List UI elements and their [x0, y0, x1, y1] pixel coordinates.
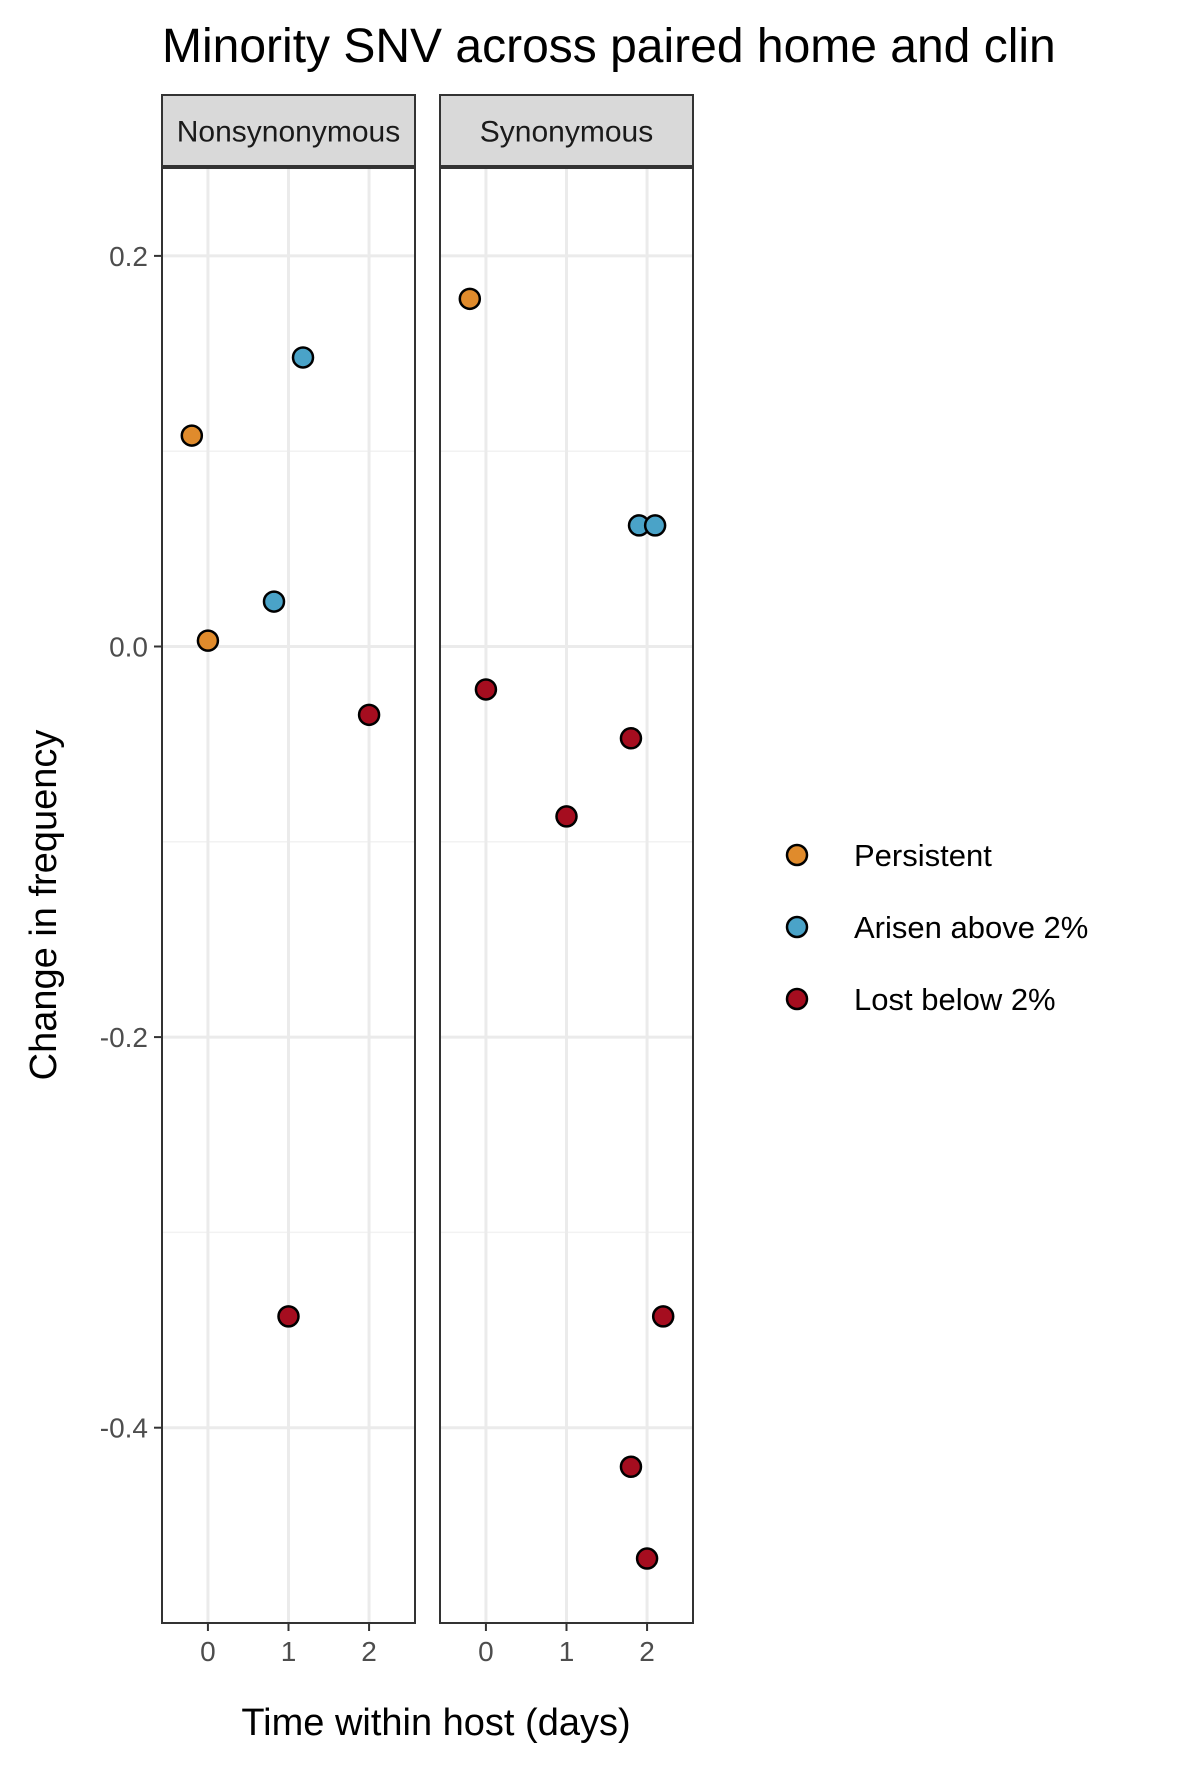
y-tick-label: -0.2	[100, 1022, 148, 1053]
legend-item: Persistent	[785, 838, 992, 873]
y-tick-label: -0.4	[100, 1413, 148, 1444]
legend-item: Lost below 2%	[785, 982, 1056, 1017]
x-tick-label: 0	[478, 1636, 494, 1667]
data-point	[619, 1455, 643, 1479]
y-axis: 0.2 0.0 -0.2 -0.4	[100, 241, 162, 1444]
y-tick-label: 0.0	[109, 631, 148, 662]
x-tick-label: 0	[200, 1636, 216, 1667]
data-point	[458, 287, 482, 311]
legend-item: Arisen above 2%	[785, 910, 1088, 945]
facet-panel-nonsynonymous: Nonsynonymous 0 1 2	[161, 94, 416, 1667]
data-point	[357, 703, 381, 727]
facet-panels: Nonsynonymous 0 1 2 Synonymous 0 1 2	[161, 94, 694, 1667]
data-point	[291, 346, 315, 369]
y-tick-label: 0.2	[109, 241, 148, 272]
legend-key	[785, 915, 809, 939]
x-axis-title: Time within host (days)	[241, 1702, 630, 1744]
x-tick-label: 1	[281, 1636, 297, 1667]
chart-title: Minority SNV across paired home and clin	[162, 20, 1056, 73]
data-point	[619, 727, 643, 750]
facet-strip	[439, 94, 694, 167]
data-point	[555, 805, 578, 828]
data-point	[180, 424, 204, 447]
legend-key	[785, 987, 809, 1011]
facet-panel-synonymous: Synonymous 0 1 2	[439, 94, 694, 1667]
facet-strip	[161, 94, 416, 167]
facet-strip-label: Nonsynonymous	[177, 116, 400, 149]
x-tick-label: 1	[559, 1636, 575, 1667]
facet-strip-label: Synonymous	[480, 116, 653, 149]
data-point	[474, 678, 498, 701]
y-axis-title: Change in frequency	[23, 730, 65, 1081]
data-point	[635, 1547, 659, 1570]
legend: Persistent Arisen above 2% Lost below 2%	[785, 838, 1088, 1017]
legend-label: Persistent	[854, 838, 992, 873]
data-point	[651, 1305, 675, 1328]
legend-label: Arisen above 2%	[854, 910, 1088, 945]
x-tick-label: 2	[361, 1636, 377, 1667]
x-tick-label: 2	[639, 1636, 655, 1667]
legend-key	[785, 843, 809, 867]
data-point	[643, 514, 667, 537]
data-point	[196, 629, 220, 652]
legend-label: Lost below 2%	[854, 982, 1056, 1017]
data-point	[277, 1305, 300, 1328]
data-point	[262, 590, 286, 613]
